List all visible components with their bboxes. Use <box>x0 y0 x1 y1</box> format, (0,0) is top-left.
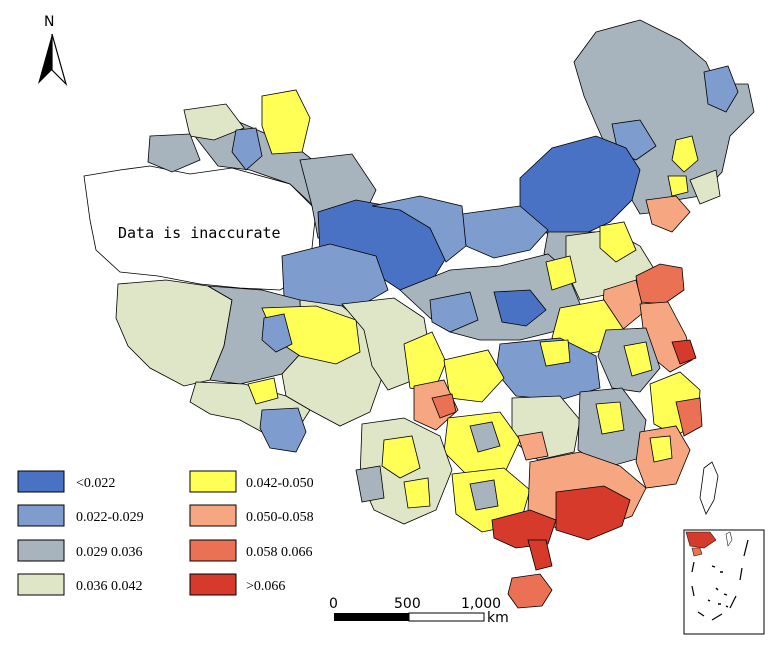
region-guangxi-gray <box>469 479 499 511</box>
legend-swatch-7 <box>189 539 237 562</box>
north-label: N <box>44 14 54 30</box>
region-hainan <box>507 573 553 609</box>
north-arrow-right-half <box>51 33 68 87</box>
region-taiwan <box>699 461 719 515</box>
scale-bar-black <box>334 613 409 621</box>
region-anhui-yellow <box>623 341 653 377</box>
legend: <0.022 0.022-0.029 0.029 0.036 0.036 0.0… <box>17 470 314 596</box>
region-tibet-blue-south <box>259 407 307 453</box>
region-tibet-yellow-south <box>247 377 279 405</box>
legend-label-3: 0.029 0.036 <box>76 545 143 560</box>
region-xinjiang-gray2 <box>147 133 201 173</box>
region-guizhou-gray <box>469 421 501 453</box>
region-leizhou-red <box>527 539 553 571</box>
north-arrow-left-half <box>38 34 52 84</box>
region-tibet-blue-small <box>261 313 293 353</box>
scale-bar: 0 500 1,000 km <box>329 596 509 626</box>
region-guangxi-red <box>491 509 557 549</box>
legend-label-4: 0.036 0.042 <box>76 579 143 594</box>
map-annotation: Data is inaccurate <box>118 224 281 242</box>
map-regions <box>83 19 755 609</box>
region-fujian-yellow <box>649 435 673 463</box>
region-guangdong-red <box>555 485 631 541</box>
inset-taiwan <box>725 531 733 547</box>
legend-swatch-6 <box>189 504 237 527</box>
region-xinjiang-blue <box>231 127 263 171</box>
region-central-blue <box>493 289 547 327</box>
legend-label-7: 0.058 0.066 <box>246 545 313 560</box>
legend-swatch-4 <box>17 573 65 596</box>
region-central-blue2 <box>429 291 479 333</box>
region-ne-yellow2 <box>667 175 689 197</box>
scale-bar-white <box>408 612 485 622</box>
legend-label-8: >0.066 <box>246 579 285 594</box>
scale-unit: km <box>487 610 509 626</box>
north-arrow: N <box>38 14 68 87</box>
region-ne-blue <box>703 65 739 113</box>
region-jiangxi-yellow <box>595 401 625 435</box>
region-shanghai <box>671 339 697 365</box>
region-yunnan-gray <box>355 465 385 503</box>
region-yunnan-yellow2 <box>403 477 431 509</box>
inset-islets <box>707 565 729 608</box>
region-sichuan-red <box>431 393 457 419</box>
region-hebei-yellow <box>599 221 637 263</box>
inset-dash-line <box>691 539 749 621</box>
region-hunan-orange <box>517 431 549 461</box>
region-hubei-yellow <box>539 339 571 367</box>
region-hebei-yellow2 <box>545 255 577 291</box>
south-china-sea-inset <box>683 529 765 635</box>
legend-swatch-1 <box>17 470 65 493</box>
legend-swatch-5 <box>189 470 237 493</box>
region-ne-green <box>689 169 721 205</box>
inset-mainland <box>685 531 717 549</box>
region-xinjiang-green <box>183 103 245 141</box>
region-ne-orange <box>645 195 691 233</box>
region-chongqing <box>443 349 505 403</box>
legend-swatch-8 <box>189 573 237 596</box>
scale-tick-1000: 1,000 <box>461 596 501 612</box>
legend-swatch-2 <box>17 504 65 527</box>
region-altay-yellow <box>261 89 311 155</box>
legend-label-2: 0.022-0.029 <box>76 510 144 525</box>
legend-label-5: 0.042-0.050 <box>246 476 314 491</box>
region-yunnan-yellow <box>381 435 421 479</box>
scale-tick-0: 0 <box>329 596 338 612</box>
legend-swatch-3 <box>17 539 65 562</box>
region-ne-yellow <box>671 135 699 173</box>
region-gansu-blue <box>371 195 467 263</box>
inset-island <box>691 547 703 557</box>
scale-tick-500: 500 <box>394 596 421 612</box>
region-shaanxi-yellow <box>403 331 447 393</box>
region-zhejiang-orange <box>675 397 703 437</box>
legend-label-1: <0.022 <box>76 476 115 491</box>
legend-label-6: 0.050-0.058 <box>246 510 314 525</box>
